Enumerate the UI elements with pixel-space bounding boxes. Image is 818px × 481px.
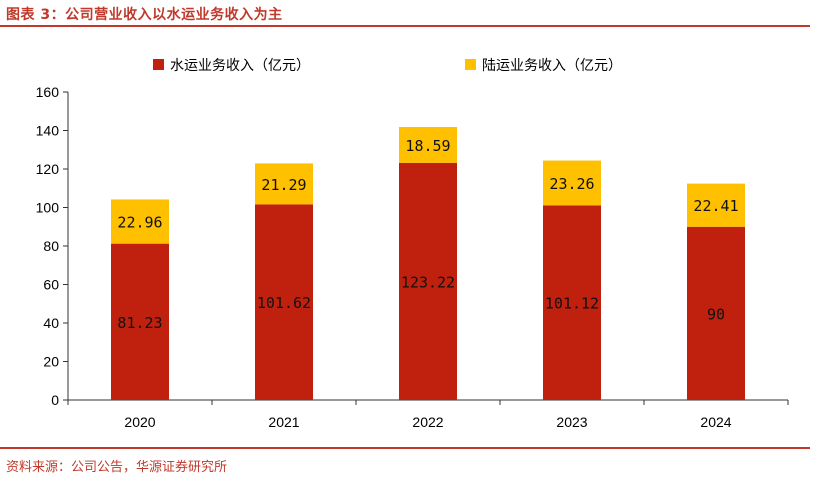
x-tick-label: 2021 xyxy=(268,414,299,430)
x-tick-label: 2023 xyxy=(556,414,587,430)
data-label-water-2024: 90 xyxy=(707,305,725,323)
legend-swatch-water xyxy=(153,59,164,70)
bar-water-2020 xyxy=(111,243,169,400)
x-tick-label: 2022 xyxy=(412,414,443,430)
bar-water-2021 xyxy=(255,204,313,400)
y-tick-label: 80 xyxy=(43,238,59,254)
data-label-water-2023: 101.12 xyxy=(545,295,599,313)
legend-swatch-land xyxy=(465,59,476,70)
y-tick-label: 100 xyxy=(36,200,60,216)
x-tick-label: 2024 xyxy=(700,414,731,430)
data-label-water-2021: 101.62 xyxy=(257,294,311,312)
data-label-water-2020: 81.23 xyxy=(117,314,162,332)
data-label-land-2022: 18.59 xyxy=(405,137,450,155)
y-tick-label: 20 xyxy=(43,354,59,370)
bar-water-2024 xyxy=(687,226,745,400)
bar-land-2020 xyxy=(111,199,169,244)
y-tick-label: 60 xyxy=(43,277,59,293)
footer-rule xyxy=(0,447,810,449)
data-label-water-2022: 123.22 xyxy=(401,273,455,291)
bar-land-2022 xyxy=(399,127,457,163)
data-label-land-2024: 22.41 xyxy=(693,197,738,215)
figure-title: 图表 3：公司营业收入以水运业务收入为主 xyxy=(6,7,283,23)
title-rule xyxy=(0,25,810,27)
bar-land-2023 xyxy=(543,160,601,206)
y-tick-label: 0 xyxy=(51,392,59,408)
legend-label-water: 水运业务收入（亿元） xyxy=(170,58,310,74)
y-tick-label: 160 xyxy=(36,84,60,100)
data-label-land-2023: 23.26 xyxy=(549,175,594,193)
bar-land-2024 xyxy=(687,183,745,227)
bar-land-2021 xyxy=(255,163,313,205)
bar-water-2023 xyxy=(543,205,601,400)
y-tick-label: 140 xyxy=(36,123,60,139)
y-tick-label: 120 xyxy=(36,161,60,177)
data-label-land-2020: 22.96 xyxy=(117,214,162,232)
data-label-land-2021: 21.29 xyxy=(261,176,306,194)
legend-label-land: 陆运业务收入（亿元） xyxy=(482,58,622,74)
y-tick-label: 40 xyxy=(43,315,59,331)
source-note: 资料来源：公司公告，华源证券研究所 xyxy=(6,460,228,475)
bar-water-2022 xyxy=(399,162,457,400)
x-tick-label: 2020 xyxy=(124,414,155,430)
